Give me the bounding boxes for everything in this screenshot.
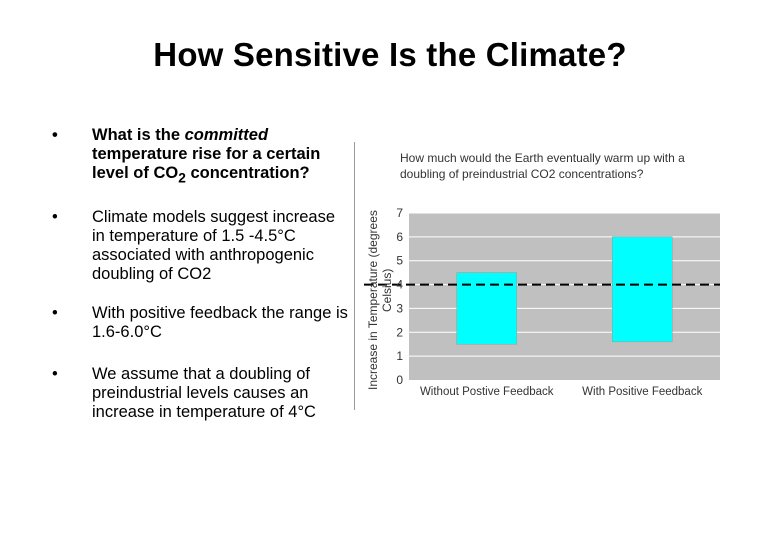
- bullet-text-part: What is the: [92, 126, 185, 144]
- bullet-list: • What is the committed temperature rise…: [48, 126, 348, 443]
- bullet-text-part: temperature rise for a certain level of …: [92, 145, 321, 182]
- bar-range: [612, 236, 673, 343]
- chart-title-line-1: How much would the Earth eventually warm…: [400, 151, 685, 165]
- bullet-marker: •: [52, 304, 58, 323]
- y-tick-label: 1: [396, 349, 403, 363]
- y-tick-label: 7: [396, 206, 403, 220]
- x-category-label: With Positive Feedback: [582, 386, 702, 398]
- bullet-item-assumption: • We assume that a doubling of preindust…: [48, 365, 348, 422]
- y-tick-label: 5: [396, 254, 403, 268]
- y-tick-label: 2: [396, 325, 403, 339]
- bullet-marker: •: [52, 126, 58, 144]
- plot-area: [409, 213, 720, 380]
- bullet-text: We assume that a doubling of preindustri…: [92, 365, 316, 422]
- y-axis-label-line-2: Celsius): [380, 269, 394, 312]
- bullet-text-italic: committed: [184, 126, 269, 144]
- bullet-text-subscript: 2: [178, 170, 186, 186]
- y-axis-ticks: 0 1 2 3 4 5 6 7: [396, 206, 403, 387]
- y-tick-label: 3: [396, 301, 403, 315]
- bar-range: [456, 272, 517, 345]
- bullet-text-part: concentration?: [185, 164, 310, 182]
- x-category-label: Without Postive Feedback: [420, 386, 554, 398]
- bullet-marker: •: [52, 365, 58, 384]
- y-tick-label: 4: [396, 278, 403, 292]
- bullet-marker: •: [52, 208, 58, 227]
- y-axis-label-line-1: Increase in Temperature (degrees: [366, 210, 380, 390]
- x-axis-labels: Without Postive Feedback With Positive Fe…: [420, 386, 703, 398]
- bullet-item-feedback: • With positive feedback the range is 1.…: [48, 304, 348, 342]
- bullet-item-committed: • What is the committed temperature rise…: [48, 126, 348, 187]
- bullet-text: Climate models suggest increase in tempe…: [92, 208, 336, 284]
- bullet-text: With positive feedback the range is 1.6-…: [92, 304, 348, 342]
- chart-title-line-2: doubling of preindustrial CO2 concentrat…: [400, 167, 644, 181]
- bullet-item-models: • Climate models suggest increase in tem…: [48, 208, 348, 284]
- y-tick-label: 0: [396, 373, 403, 387]
- climate-sensitivity-chart: 0 1 2 3 4 5 6 7 Without Postive Feedback With Po…: [354, 142, 720, 410]
- slide-title: How Sensitive Is the Climate?: [153, 36, 627, 73]
- bullet-text: What is the committed temperature rise f…: [92, 126, 321, 186]
- y-tick-label: 6: [396, 230, 403, 244]
